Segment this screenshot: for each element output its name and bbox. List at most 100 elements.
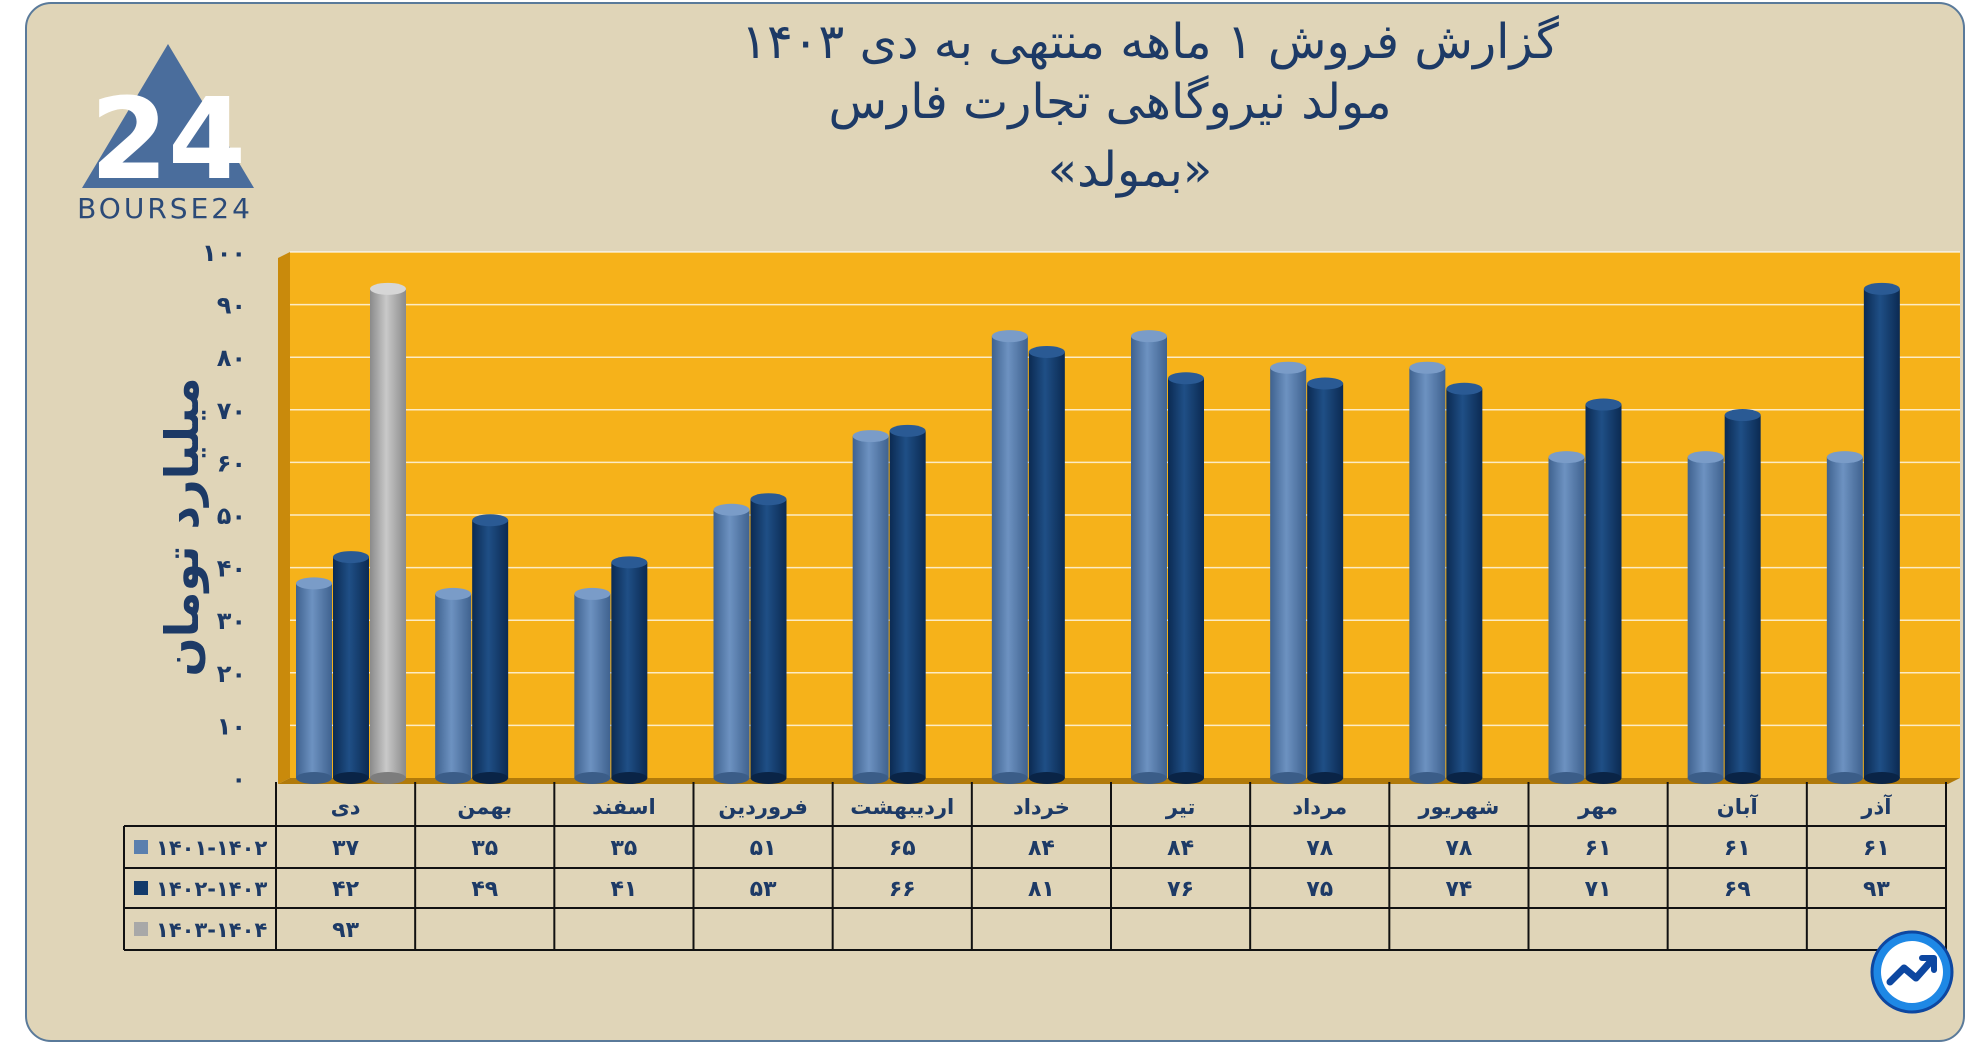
bar-body <box>1028 351 1065 778</box>
data-label: ۴۲ <box>332 877 359 902</box>
bar-base <box>1724 772 1761 784</box>
logo-text: BOURSE24 <box>77 192 253 225</box>
x-tick-label: اردیبهشت <box>850 795 954 819</box>
bar-body <box>713 509 750 778</box>
bar <box>889 424 926 784</box>
bar <box>1548 451 1585 784</box>
bar-body <box>1585 404 1622 778</box>
data-label: ۴۱ <box>610 877 637 902</box>
bar <box>1270 361 1307 784</box>
bar <box>991 330 1028 784</box>
data-label: ۳۷ <box>332 836 359 861</box>
bar-body <box>889 430 926 778</box>
plot-floor <box>278 778 1960 784</box>
y-tick-label: ۱۰ <box>217 712 246 740</box>
x-tick-label: دی <box>331 795 361 819</box>
bar-cap <box>1270 361 1307 374</box>
data-label: ۴۹ <box>471 877 498 902</box>
legend-swatch <box>134 881 148 895</box>
x-tick-label: آذر <box>1860 794 1892 819</box>
bar-base <box>611 772 648 784</box>
y-tick-label: ۷۰ <box>217 397 246 425</box>
bar-cap <box>852 430 889 443</box>
legend-label: ۱۴۰۲-۱۴۰۳ <box>156 877 267 901</box>
bar-body <box>1168 378 1204 778</box>
bar-body <box>1270 367 1307 778</box>
x-tick-label: اسفند <box>592 795 656 819</box>
y-tick-label: ۵۰ <box>217 502 246 530</box>
bar-base <box>1548 772 1585 784</box>
bar-base <box>852 772 889 784</box>
bar <box>333 551 369 784</box>
bar-base <box>1270 772 1307 784</box>
data-label: ۷۸ <box>1445 836 1472 861</box>
bar <box>1131 330 1167 784</box>
bar-base <box>1826 772 1863 784</box>
bar <box>435 587 472 784</box>
bar-cap <box>713 503 750 516</box>
bar-body <box>472 520 509 778</box>
chart-title: گزارش فروش ۱ ماهه منتهی به دی ۱۴۰۳ <box>741 14 1559 70</box>
data-label: ۸۴ <box>1028 836 1055 861</box>
bar-body <box>611 562 648 778</box>
bar-base <box>991 772 1028 784</box>
bar-base <box>574 772 611 784</box>
bar <box>1446 382 1483 784</box>
chart-subtitle: مولد نیروگاهی تجارت فارس <box>828 74 1392 130</box>
bar-body <box>1724 415 1761 778</box>
bar-cap <box>750 493 787 506</box>
plot-side-wall <box>278 252 290 784</box>
data-label: ۶۶ <box>889 877 916 902</box>
trend-arrow-icon <box>1870 930 1954 1014</box>
x-tick-label: بهمن <box>457 795 512 819</box>
bar-body <box>296 583 332 778</box>
data-label: ۶۱ <box>1724 836 1751 861</box>
data-label: ۸۱ <box>1028 877 1055 902</box>
x-tick-label: شهریور <box>1418 795 1500 819</box>
data-label: ۳۵ <box>471 836 498 861</box>
bar <box>370 282 406 784</box>
bar-cap <box>435 587 472 600</box>
bar-cap <box>472 514 509 527</box>
bar-base <box>333 772 369 784</box>
bar-base <box>1863 772 1900 784</box>
y-tick-label: ۸۰ <box>217 344 246 372</box>
bar <box>1724 409 1761 784</box>
x-tick-label: فروردین <box>718 795 808 819</box>
bar-cap <box>991 330 1028 343</box>
x-tick-label: مهر <box>1577 795 1618 819</box>
bar-body <box>1863 288 1900 778</box>
bar-body <box>1307 383 1344 778</box>
bar-base <box>1585 772 1622 784</box>
bar-cap <box>296 577 332 590</box>
bar-base <box>472 772 509 784</box>
data-label: ۹۳ <box>332 918 359 943</box>
legend-label: ۱۴۰۱-۱۴۰۲ <box>156 836 267 860</box>
bar <box>1028 345 1065 784</box>
data-label: ۷۵ <box>1306 877 1333 902</box>
bar-body <box>333 557 369 778</box>
bar-cap <box>1131 330 1167 343</box>
bar-base <box>1168 772 1204 784</box>
bar-base <box>1687 772 1724 784</box>
data-label: ۵۱ <box>750 836 777 861</box>
bar-cap <box>1446 382 1483 395</box>
y-tick-label: ۳۰ <box>217 607 246 635</box>
bar-base <box>296 772 332 784</box>
legend-swatch <box>134 840 148 854</box>
data-label: ۶۹ <box>1724 877 1751 902</box>
bar-body <box>370 288 406 778</box>
bar-cap <box>574 587 611 600</box>
bar-base <box>1409 772 1446 784</box>
data-label: ۸۴ <box>1167 836 1194 861</box>
bar-body <box>1548 457 1585 778</box>
data-label: ۹۳ <box>1863 877 1890 902</box>
bar <box>472 514 509 784</box>
legend-swatch <box>134 922 148 936</box>
bar <box>1687 451 1724 784</box>
bar-body <box>1687 457 1724 778</box>
data-label: ۶۱ <box>1585 836 1612 861</box>
bar <box>1307 377 1344 784</box>
bar <box>1863 282 1900 784</box>
bar-cap <box>370 282 406 295</box>
